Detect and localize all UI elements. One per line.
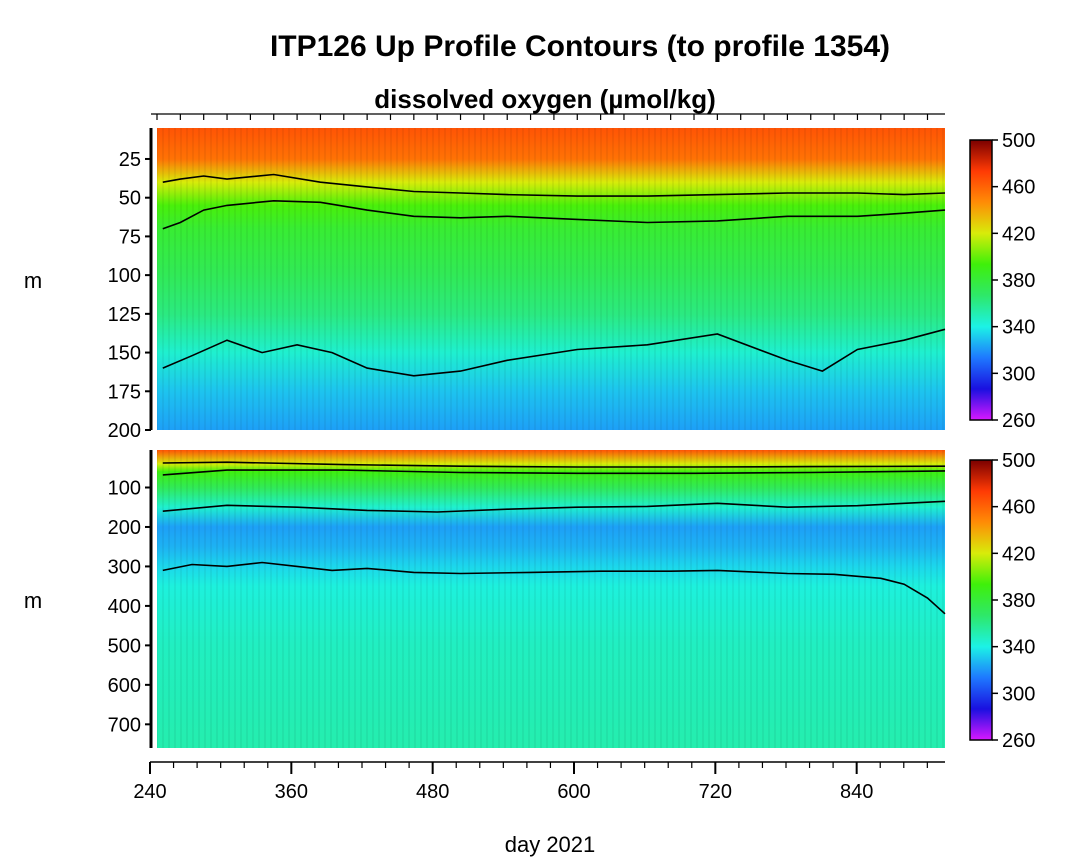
colorbar-scale xyxy=(969,459,993,741)
x-axis: 240 360 480 600 720 840 xyxy=(133,761,945,803)
y-tick-label: 100 xyxy=(108,477,141,499)
lower-colorbar: 260 300 340 380 420 460 500 xyxy=(969,450,1035,752)
y-tick-label: 100 xyxy=(108,265,141,287)
colorbar-tick-label: 340 xyxy=(1002,317,1035,339)
chart-title: ITP126 Up Profile Contours (to profile 1… xyxy=(269,30,891,63)
colorbar-tick-label: 380 xyxy=(1002,590,1035,612)
colorbar-tick-label: 340 xyxy=(1002,637,1035,659)
colorbar-tick-label: 420 xyxy=(1002,543,1035,565)
y-tick-label: 175 xyxy=(108,381,141,403)
y-tick-label: 50 xyxy=(119,188,141,210)
colorbar-scale xyxy=(969,139,993,421)
colorbar-tick-label: 460 xyxy=(1002,497,1035,519)
colorbar-tick-label: 500 xyxy=(1002,130,1035,152)
x-tick-label: 480 xyxy=(416,781,449,803)
y-tick-label: 150 xyxy=(108,343,141,365)
y-tick-label: 25 xyxy=(119,149,141,171)
heatmap-texture xyxy=(157,128,945,430)
y-tick-label: 600 xyxy=(108,675,141,697)
y-tick-label: 200 xyxy=(108,420,141,442)
colorbar-tick-label: 420 xyxy=(1002,223,1035,245)
colorbar-tick-label: 260 xyxy=(1002,410,1035,432)
upper-heatmap-panel: 25 50 75 100 125 150 175 200 xyxy=(108,113,946,442)
lower-y-axis-label: m xyxy=(23,588,43,613)
x-tick-label: 600 xyxy=(557,781,590,803)
x-tick-label: 360 xyxy=(275,781,308,803)
y-tick-label: 200 xyxy=(108,517,141,539)
contour-line-345 xyxy=(162,561,946,615)
colorbar-tick-label: 300 xyxy=(1002,363,1035,385)
y-tick-label: 700 xyxy=(108,714,141,736)
contour-line-340 xyxy=(162,500,946,513)
contour-line-340 xyxy=(162,328,946,377)
y-tick-label: 125 xyxy=(108,304,141,326)
y-tick-label: 500 xyxy=(108,635,141,657)
contour-line-400 xyxy=(162,469,946,476)
x-tick-label: 720 xyxy=(699,781,732,803)
colorbar-tick-label: 300 xyxy=(1002,683,1035,705)
contour-line-440 xyxy=(162,173,946,197)
x-tick-label: 840 xyxy=(840,781,873,803)
upper-colorbar: 260 300 340 380 420 460 500 xyxy=(969,130,1035,432)
chart-subtitle: dissolved oxygen (µmol/kg) xyxy=(374,84,716,114)
colorbar-tick-label: 260 xyxy=(1002,730,1035,752)
heatmap-texture xyxy=(157,450,945,748)
x-tick-label: 240 xyxy=(133,781,166,803)
colorbar-tick-label: 500 xyxy=(1002,450,1035,472)
y-tick-label: 75 xyxy=(119,226,141,248)
contour-line-440 xyxy=(162,461,946,468)
y-tick-label: 400 xyxy=(108,596,141,618)
upper-y-axis-label: m xyxy=(23,268,43,293)
lower-heatmap-panel: 100 200 300 400 500 600 700 xyxy=(108,450,946,748)
contour-line-400 xyxy=(162,199,946,230)
y-tick-label: 300 xyxy=(108,556,141,578)
colorbar-tick-label: 380 xyxy=(1002,270,1035,292)
x-axis-label: day 2021 xyxy=(504,832,596,857)
colorbar-tick-label: 460 xyxy=(1002,177,1035,199)
